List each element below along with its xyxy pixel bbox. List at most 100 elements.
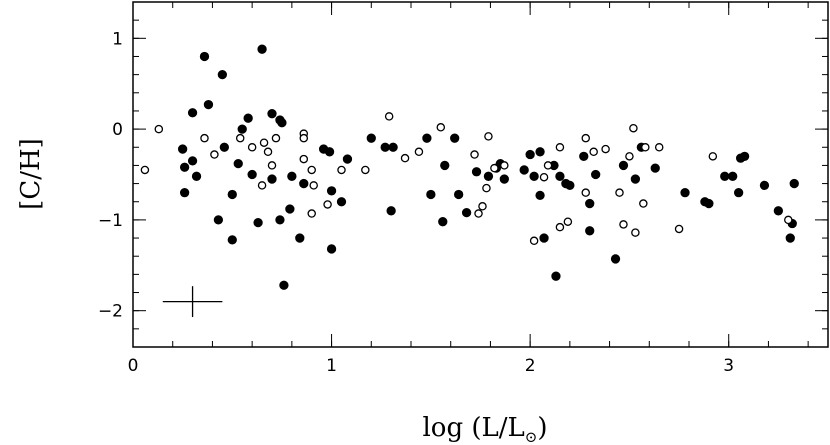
filled-point: [539, 233, 549, 243]
error-bar-indicator: [162, 286, 223, 318]
filled-point: [279, 280, 289, 290]
open-point: [200, 133, 209, 143]
filled-point: [773, 206, 784, 216]
open-point: [210, 150, 219, 159]
open-point: [337, 165, 346, 175]
x-tick-label: 1: [326, 356, 337, 376]
open-point: [708, 152, 718, 161]
open-point: [259, 138, 269, 147]
filled-point: [551, 271, 561, 281]
x-tick-label: 0: [128, 356, 139, 376]
open-point: [470, 150, 479, 159]
open-point: [539, 172, 549, 182]
open-point: [490, 163, 499, 173]
open-point: [414, 147, 424, 157]
filled-point: [179, 188, 190, 198]
filled-point: [591, 169, 601, 180]
filled-point: [366, 133, 376, 143]
filled-point: [243, 113, 253, 123]
open-point: [654, 143, 664, 152]
y-axis-title: [C/H]: [16, 138, 46, 210]
filled-point: [219, 142, 229, 152]
open-point: [299, 154, 309, 164]
x-tick-label: 3: [723, 356, 734, 376]
filled-point: [187, 108, 198, 118]
filled-point: [535, 147, 545, 157]
filled-point: [525, 149, 535, 160]
filled-point: [565, 180, 575, 191]
open-point: [400, 153, 410, 163]
open-point: [323, 200, 332, 209]
filled-point: [650, 163, 660, 173]
filled-point: [759, 180, 770, 191]
x-tick-labels: 0 1 2 3: [128, 356, 735, 376]
plot-frame: [132, 1, 829, 348]
y-tick-label: −2: [98, 302, 123, 322]
filled-point: [326, 244, 337, 254]
open-point: [267, 161, 277, 170]
open-point: [361, 165, 370, 175]
filled-point: [253, 217, 263, 228]
open-point: [478, 202, 487, 211]
filled-point: [471, 167, 482, 177]
filled-point: [618, 160, 629, 171]
x-axis-title-main: log (L/L: [422, 413, 524, 443]
filled-point: [267, 174, 277, 184]
filled-point: [739, 151, 750, 161]
open-point: [589, 147, 598, 157]
open-point: [581, 188, 590, 197]
y-tick-label: 0: [112, 120, 123, 140]
open-point: [615, 188, 624, 197]
x-axis-title-subscript: ⊙: [525, 428, 538, 445]
filled-point: [227, 235, 237, 245]
open-point: [309, 181, 318, 190]
filled-point: [227, 189, 237, 200]
filled-point: [555, 171, 565, 181]
filled-point: [336, 197, 347, 207]
filled-point: [789, 178, 799, 189]
y-tick-labels: 1 0 −1 −2: [98, 29, 123, 321]
filled-point: [785, 233, 795, 243]
open-point: [271, 133, 281, 143]
filled-point: [388, 142, 398, 152]
open-point: [563, 217, 573, 226]
open-point: [263, 147, 273, 157]
filled-point: [247, 169, 257, 180]
filled-point: [326, 186, 337, 196]
open-point: [581, 133, 590, 143]
data-points: [140, 44, 799, 290]
filled-point: [233, 158, 243, 169]
open-point: [436, 123, 446, 132]
y-tick-label: −1: [98, 211, 123, 231]
open-point: [235, 133, 245, 143]
filled-point: [483, 171, 494, 181]
open-point: [529, 236, 539, 246]
filled-point: [519, 165, 529, 175]
filled-point: [535, 190, 545, 201]
open-point: [625, 152, 634, 161]
open-point: [140, 165, 150, 175]
filled-point: [285, 204, 295, 214]
filled-point: [630, 174, 641, 184]
filled-point: [585, 226, 595, 236]
filled-point: [728, 171, 738, 181]
open-point: [307, 209, 316, 218]
filled-point: [191, 171, 202, 181]
open-point: [307, 165, 316, 175]
filled-point: [277, 118, 287, 128]
filled-point: [461, 207, 472, 218]
open-point: [482, 183, 491, 193]
filled-point: [610, 254, 621, 264]
open-point: [631, 228, 640, 237]
open-point: [484, 132, 493, 141]
filled-point: [440, 160, 450, 171]
open-point: [629, 123, 638, 133]
open-point: [154, 124, 164, 134]
filled-point: [386, 206, 396, 216]
filled-point: [680, 188, 690, 198]
filled-point: [199, 51, 210, 62]
filled-point: [267, 109, 277, 119]
open-point: [601, 144, 610, 154]
x-axis-title: log (L/L⊙): [422, 413, 547, 445]
x-axis-title-close: ): [537, 413, 547, 443]
